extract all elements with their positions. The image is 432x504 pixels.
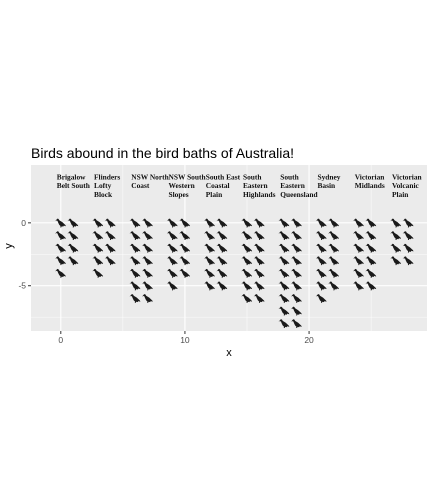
region-label-line: Plain	[206, 190, 222, 199]
axes: 0 10 20 0 -5	[18, 218, 314, 345]
region-label-line: Volcanic	[392, 181, 420, 190]
region-label-line: Highlands	[243, 190, 276, 199]
region-label: Brigalow Belt South	[57, 173, 90, 191]
region-label: South East Coastal Plain	[206, 173, 241, 199]
y-tick-label: -5	[18, 281, 26, 291]
region-label-line: Queensland	[280, 190, 318, 199]
region-label-line: Basin	[317, 181, 335, 190]
region-label: Victorian Midlands	[355, 173, 385, 191]
region-label-line: South	[243, 173, 262, 182]
region-label-line: Slopes	[169, 190, 189, 199]
region-label-line: Plain	[392, 190, 408, 199]
region-label-line: Lofty	[94, 181, 112, 190]
region-label-line: Coastal	[206, 181, 230, 190]
region-label-line: Brigalow	[57, 173, 86, 182]
region-label: South Eastern Highlands	[243, 173, 276, 199]
region-label-line: Eastern	[243, 181, 268, 190]
region-label-line: Victorian	[392, 173, 422, 182]
region-label-line: Coast	[131, 181, 150, 190]
y-tick-label: 0	[21, 218, 26, 228]
region-label: South Eastern Queensland	[280, 173, 318, 199]
x-tick-label: 0	[58, 335, 63, 345]
region-label: Flinders Lofty Block	[94, 173, 120, 199]
region-label-line: Block	[94, 190, 113, 199]
region-label-line: South	[280, 173, 299, 182]
region-label-line: Belt South	[57, 181, 90, 190]
x-axis-title: x	[226, 347, 232, 359]
region-label-line: Flinders	[94, 173, 120, 182]
region-label-line: Midlands	[355, 181, 385, 190]
region-label: Victorian Volcanic Plain	[392, 173, 422, 199]
region-label-line: Sydney	[317, 173, 340, 182]
region-label-line: NSW South	[169, 173, 206, 182]
x-tick-label: 20	[304, 335, 314, 345]
chart-title: Birds abound in the bird baths of Austra…	[31, 145, 294, 161]
region-label-line: Eastern	[280, 181, 305, 190]
region-label-line: Victorian	[355, 173, 385, 182]
region-label: NSW South Western Slopes	[169, 173, 206, 199]
region-label-line: South East	[206, 173, 241, 182]
region-label-line: NSW North	[131, 173, 168, 182]
region-label: Sydney Basin	[317, 173, 340, 191]
y-axis-title: y	[3, 243, 15, 249]
region-label-line: Western	[169, 181, 195, 190]
region-label: NSW North Coast	[131, 173, 168, 191]
x-tick-label: 10	[180, 335, 190, 345]
